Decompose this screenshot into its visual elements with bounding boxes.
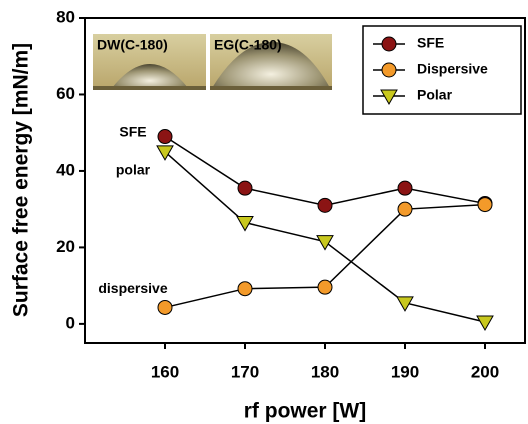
marker	[317, 279, 333, 295]
x-tick-label: 170	[231, 362, 259, 381]
annotation: dispersive	[98, 280, 167, 296]
plot-frame	[84, 17, 526, 344]
legend-marker	[381, 36, 397, 52]
x-axis-title: rf power [W]	[244, 400, 366, 423]
marker	[396, 296, 414, 312]
photo-eg	[210, 34, 332, 90]
legend-label: SFE	[417, 35, 444, 51]
y-axis-title: Surface free energy [mN/m]	[10, 43, 33, 317]
y-tick-label: 20	[56, 237, 75, 256]
x-tick-label: 190	[391, 362, 419, 381]
photo-label: DW(C-180)	[97, 37, 168, 53]
y-tick-label: 40	[56, 160, 75, 179]
y-tick-label: 80	[56, 7, 75, 26]
annotation: polar	[116, 162, 151, 178]
y-tick-label: 60	[56, 84, 75, 103]
marker	[476, 315, 494, 331]
legend-label: Polar	[417, 87, 453, 103]
marker	[397, 201, 413, 217]
marker	[156, 145, 174, 161]
y-tick-label: 0	[66, 313, 75, 332]
annotation: SFE	[119, 123, 146, 139]
photo-dw	[93, 34, 206, 90]
marker	[317, 197, 333, 213]
marker	[397, 180, 413, 196]
marker	[157, 299, 173, 315]
legend-label: Dispersive	[417, 61, 488, 77]
marker	[237, 281, 253, 297]
marker	[477, 197, 493, 213]
marker	[237, 180, 253, 196]
x-tick-label: 200	[471, 362, 499, 381]
marker	[157, 129, 173, 145]
x-tick-label: 180	[311, 362, 339, 381]
marker	[236, 216, 254, 232]
photo-label: EG(C-180)	[214, 37, 282, 53]
legend-marker	[381, 62, 397, 78]
marker	[316, 235, 334, 251]
legend-marker	[380, 89, 398, 106]
x-tick-label: 160	[151, 362, 179, 381]
